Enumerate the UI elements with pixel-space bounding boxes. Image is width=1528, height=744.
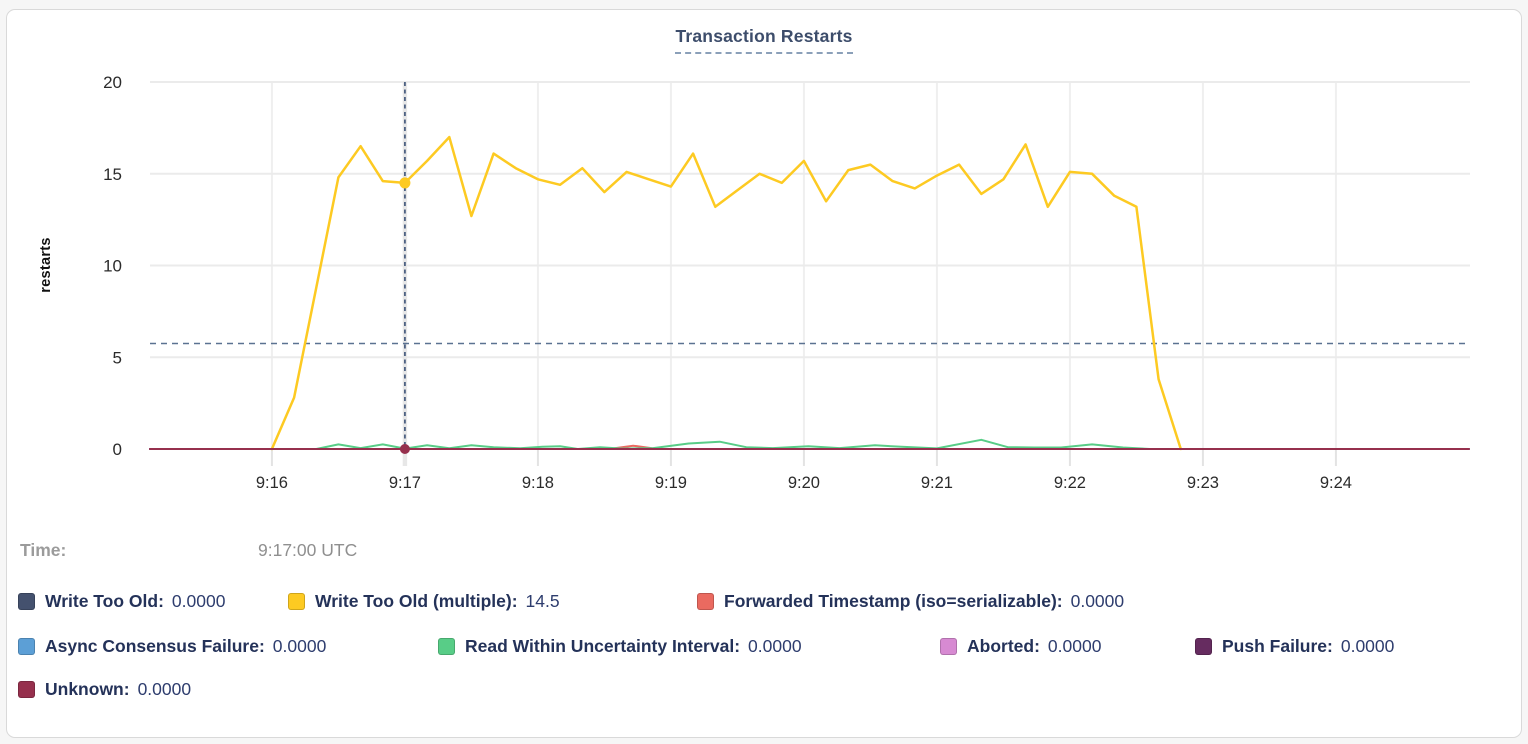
legend-value: 0.0000 xyxy=(1070,590,1125,611)
legend-label: Async Consensus Failure: xyxy=(45,635,265,656)
x-tick-label: 9:22 xyxy=(1054,474,1086,492)
legend-item-read-within-uncertainty-interval: Read Within Uncertainty Interval: 0.0000 xyxy=(438,634,802,658)
hover-time-value: 9:17:00 UTC xyxy=(258,540,358,560)
series-line-read-within-uncertainty-interval xyxy=(315,438,1151,450)
hover-dot-unknown xyxy=(399,444,410,454)
chart-header: Transaction Restarts xyxy=(0,26,1528,54)
legend-value: 0.0000 xyxy=(1047,635,1102,656)
chart-canvas[interactable]: 9:16 9:17 9:18 9:19 9:20 9:21 9:22 9:23 9:24 0 5 10… xyxy=(0,0,1528,512)
x-tick-label: 9:20 xyxy=(788,474,820,492)
legend-value: 0.0000 xyxy=(1340,635,1395,656)
legend-item-aborted: Aborted: 0.0000 xyxy=(940,634,1101,658)
y-tick-label: 10 xyxy=(103,257,122,276)
y-tick-label: 15 xyxy=(103,165,122,184)
legend-value: 0.0000 xyxy=(272,635,327,656)
legend-swatch-write-too-old-multiple xyxy=(288,592,305,610)
chart-card xyxy=(6,9,1522,738)
legend-value: 0.0000 xyxy=(748,635,802,656)
x-tick-label: 9:18 xyxy=(522,474,554,492)
y-tick-label: 0 xyxy=(113,440,122,459)
y-tick-label: 5 xyxy=(113,348,122,367)
x-tick-label: 9:23 xyxy=(1187,474,1219,492)
legend-swatch-read-within-uncertainty-interval xyxy=(438,637,455,655)
legend-label: Write Too Old (multiple): xyxy=(315,590,518,611)
legend-label: Write Too Old: xyxy=(45,590,164,611)
legend-item-push-failure: Push Failure: 0.0000 xyxy=(1195,634,1394,658)
x-tick-label: 9:17 xyxy=(389,474,421,492)
x-tick-label: 9:19 xyxy=(655,474,687,492)
legend-swatch-aborted xyxy=(940,637,957,655)
x-tick-label: 9:24 xyxy=(1320,474,1352,492)
legend-item-async-consensus-failure: Async Consensus Failure: 0.0000 xyxy=(18,634,326,658)
legend-value: 0.0000 xyxy=(171,590,226,611)
legend-item-forwarded-timestamp-iso-serializable: Forwarded Timestamp (iso=serializable): 0… xyxy=(697,589,1124,613)
legend-label: Push Failure: xyxy=(1222,635,1333,656)
hover-dot-write-too-old-multiple xyxy=(399,177,411,189)
legend-swatch-write-too-old xyxy=(18,592,35,610)
legend-item-write-too-old: Write Too Old: 0.0000 xyxy=(18,589,225,613)
legend-label: Forwarded Timestamp (iso=serializable): xyxy=(724,590,1063,611)
legend-swatch-async-consensus-failure xyxy=(18,637,35,655)
chart-title[interactable]: Transaction Restarts xyxy=(675,26,853,54)
legend-label: Read Within Uncertainty Interval: xyxy=(465,635,741,656)
gridlines: 9:16 9:17 9:18 9:19 9:20 9:21 9:22 9:23 9:24 0 5 10… xyxy=(103,73,1470,492)
x-tick-label: 9:21 xyxy=(921,474,953,492)
y-axis-label: restarts xyxy=(38,237,54,293)
legend-value: 14.5 xyxy=(525,590,560,611)
y-tick-label: 20 xyxy=(103,73,122,92)
legend-swatch-forwarded-timestamp-iso-serializable xyxy=(697,592,714,610)
legend-swatch-push-failure xyxy=(1195,637,1212,655)
legend-swatch-unknown xyxy=(18,680,35,698)
legend-item-unknown: Unknown: 0.0000 xyxy=(18,677,191,701)
hover-band xyxy=(402,82,408,466)
legend-value: 0.0000 xyxy=(137,678,192,699)
series-line-write-too-old-multiple xyxy=(270,135,1183,451)
x-tick-label: 9:16 xyxy=(256,474,288,492)
legend-item-write-too-old-multiple: Write Too Old (multiple): 14.5 xyxy=(288,589,560,613)
legend-label: Aborted: xyxy=(967,635,1040,656)
hover-time-label: Time: xyxy=(20,540,67,560)
legend-label: Unknown: xyxy=(45,678,130,699)
